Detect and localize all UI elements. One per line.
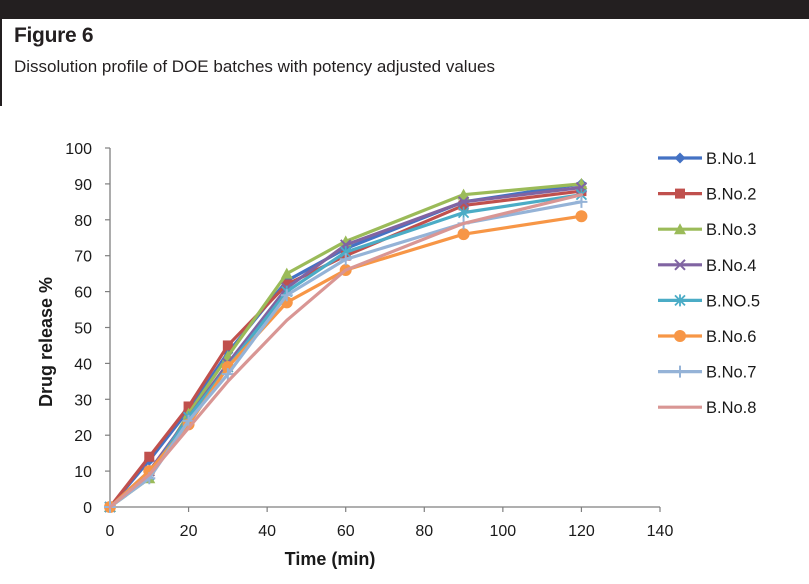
series-1	[104, 178, 587, 513]
x-tick-label: 40	[258, 523, 276, 540]
x-tick-label: 140	[647, 523, 674, 540]
y-tick-label: 70	[74, 249, 92, 266]
data-point	[458, 200, 469, 211]
legend-label: B.No.6	[706, 328, 756, 346]
x-tick-label: 60	[337, 523, 355, 540]
legend-label: B.No.8	[706, 399, 756, 417]
top-bar	[0, 0, 809, 19]
x-tick-label: 20	[180, 523, 198, 540]
legend-label: B.No.7	[706, 364, 756, 382]
series-layer	[104, 177, 588, 513]
data-point	[183, 401, 194, 412]
series-4	[104, 181, 588, 513]
y-tick-label: 80	[74, 213, 92, 230]
data-point	[339, 253, 352, 266]
data-point	[575, 177, 588, 189]
legend-item: B.NO.5	[658, 292, 760, 310]
legend-label: B.No.1	[706, 150, 756, 168]
y-tick-label: 10	[74, 464, 92, 481]
data-point	[221, 368, 234, 381]
data-point	[144, 451, 155, 462]
series-line	[108, 182, 584, 509]
legend-label: B.NO.5	[706, 292, 760, 310]
legend-marker	[674, 330, 686, 342]
x-axis-label: Time (min)	[285, 549, 376, 569]
x-tick-label: 80	[415, 523, 433, 540]
series-line	[108, 182, 584, 509]
y-tick-label: 100	[65, 141, 92, 158]
legend-item: B.No.2	[658, 186, 756, 204]
data-point	[280, 267, 293, 279]
dissolution-chart: 0 10 20 30 40 50 60 70 80 90 100 0 20 40 60 80 100 120 140…	[36, 141, 760, 569]
y-tick-label: 50	[74, 321, 92, 338]
y-tick-label: 40	[74, 356, 92, 373]
series-8	[108, 193, 584, 509]
data-point	[457, 206, 470, 219]
y-tick-label: 0	[83, 500, 92, 517]
data-point	[575, 210, 588, 223]
legend-item: B.No.8	[658, 399, 756, 417]
figure-caption: Dissolution profile of DOE batches with …	[14, 57, 495, 76]
x-tick-label: 0	[106, 523, 115, 540]
data-point	[575, 195, 588, 208]
legend-item: B.No.7	[658, 364, 756, 382]
data-point	[222, 340, 233, 351]
legend-item: B.No.4	[658, 257, 756, 275]
series-2	[105, 186, 587, 512]
data-point	[280, 289, 293, 302]
axes-layer: 0 10 20 30 40 50 60 70 80 90 100 0 20 40 60 80 100 120 140	[65, 141, 673, 540]
figure-label: Figure 6	[14, 24, 94, 47]
data-point	[457, 196, 470, 208]
legend-marker	[675, 188, 685, 199]
y-tick-label: 60	[74, 285, 92, 302]
legend-item: B.No.1	[658, 150, 756, 168]
x-tick-label: 100	[490, 523, 517, 540]
legend-marker	[674, 259, 686, 271]
legend-marker	[674, 223, 686, 235]
legend-layer: B.No.1 B.No.2 B.No.3 B.No.4 B.NO.5 B.No.6 B.No…	[658, 150, 760, 417]
y-axis-label: Drug release %	[36, 277, 56, 407]
legend-marker	[674, 365, 686, 378]
data-point	[457, 228, 470, 241]
x-tick-label: 120	[568, 523, 595, 540]
data-point	[281, 279, 292, 290]
y-tick-label: 30	[74, 392, 92, 409]
legend-label: B.No.4	[706, 257, 756, 275]
chart-container: 0 10 20 30 40 50 60 70 80 90 100 0 20 40 60 80 100 120 140…	[0, 110, 809, 579]
data-point	[457, 188, 470, 200]
legend-label: B.No.3	[706, 221, 756, 239]
legend-marker	[674, 152, 686, 164]
legend-label: B.No.2	[706, 186, 756, 204]
y-tick-label: 20	[74, 428, 92, 445]
series-line	[108, 193, 584, 509]
legend-item: B.No.3	[658, 221, 756, 239]
legend-item: B.No.6	[658, 328, 756, 346]
left-rule	[0, 19, 2, 106]
legend-marker	[674, 294, 686, 307]
y-tick-label: 90	[74, 177, 92, 194]
series-3	[104, 177, 588, 512]
